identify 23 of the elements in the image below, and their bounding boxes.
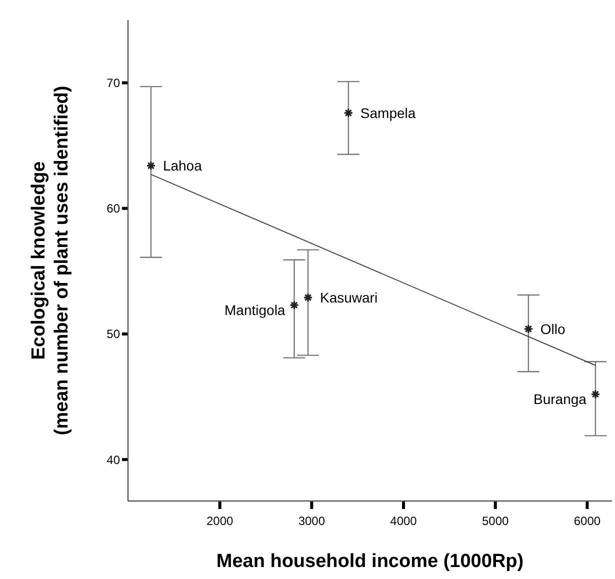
annotation: Lahoa (162, 158, 202, 174)
point (146, 160, 156, 170)
point (303, 292, 313, 302)
y-tick-label: 70 (106, 76, 120, 90)
point (289, 300, 300, 310)
annotation: Ollo (540, 320, 566, 337)
y-axis-title: Ecological knowledge (mean number of plant uses identified) (28, 86, 72, 436)
x-axis-title: Mean household income (1000Rp) (216, 551, 524, 572)
annotation: Kasuwari (320, 289, 378, 306)
x-tick-label: 2000 (206, 514, 234, 528)
x-tick-label: 6000 (574, 514, 601, 528)
point (524, 324, 534, 334)
x-tick-label: 5000 (482, 514, 510, 528)
y-tick-label: 40 (106, 452, 120, 467)
annotation: Sampela (360, 104, 416, 121)
y-tick-label: 50 (106, 327, 120, 342)
point (590, 389, 600, 400)
annotation: Mantigola (224, 302, 286, 318)
y-tick-label: 60 (106, 202, 120, 216)
annotation: Buranga (534, 391, 587, 408)
x-tick-label: 4000 (390, 514, 418, 528)
x-tick-label: 3000 (298, 514, 326, 528)
point (344, 108, 354, 118)
